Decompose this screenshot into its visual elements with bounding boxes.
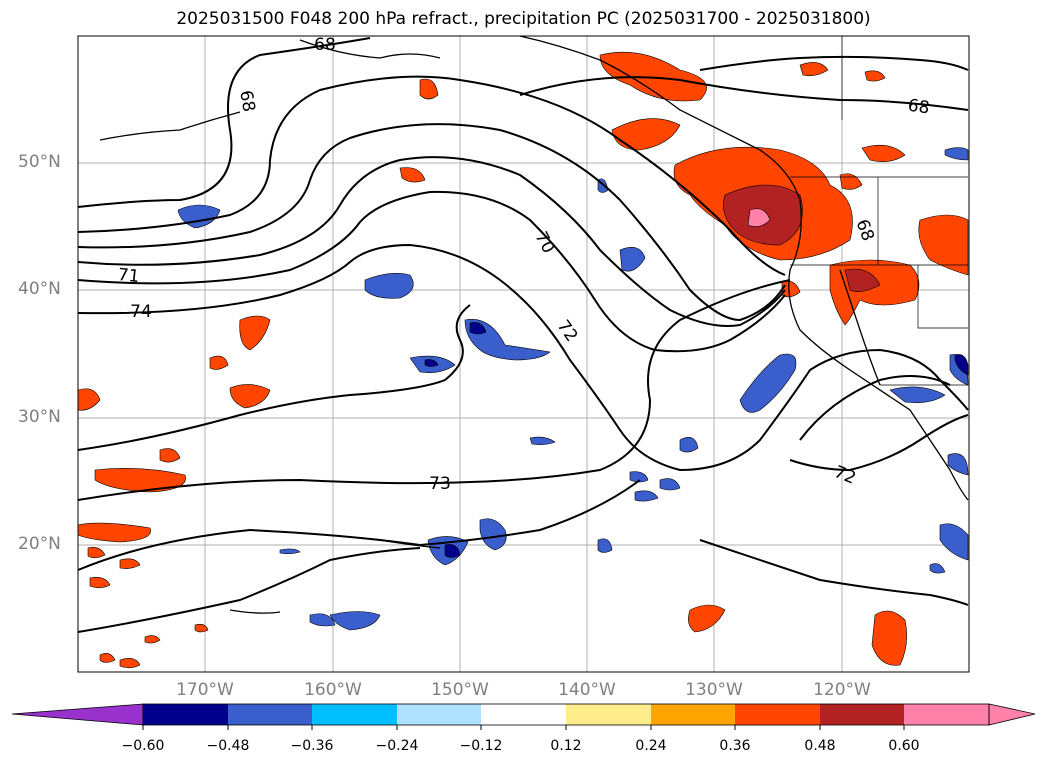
plot-frame	[77, 35, 970, 673]
precip-positive	[77, 51, 969, 669]
lat-label-20n: 20°N	[18, 534, 61, 554]
lat-label-50n: 50°N	[18, 152, 61, 172]
contour-label: 71	[117, 265, 141, 287]
colorbar-tick-label: 0.48	[804, 738, 836, 754]
borders	[790, 36, 968, 386]
colorbar-segment	[312, 704, 397, 725]
colorbar-tick-label: −0.24	[375, 738, 419, 754]
contour-label: 74	[130, 302, 152, 322]
colorbar-segment	[566, 704, 651, 725]
colorbar-segment	[651, 704, 735, 725]
colorbar-extend-high	[988, 703, 1036, 726]
colorbar-tick-label: 0.36	[719, 738, 751, 754]
colorbar-tick-label: 0.60	[888, 738, 920, 754]
colorbar-segment	[397, 704, 481, 725]
contours	[77, 37, 969, 633]
contour-label: 68	[235, 89, 258, 114]
contour-label: 68	[314, 35, 336, 55]
colorbar-tick-label: 0.12	[550, 738, 582, 754]
lat-label-30n: 30°N	[18, 407, 61, 427]
colorbar-tick-label: −0.48	[206, 738, 250, 754]
colorbar-segment	[143, 704, 228, 725]
lon-label-160w: 160°W	[304, 680, 362, 700]
lon-label-140w: 140°W	[558, 680, 616, 700]
lon-label-130w: 130°W	[685, 680, 743, 700]
lon-label-120w: 120°W	[813, 680, 871, 700]
colorbar-tick-label: −0.36	[290, 738, 334, 754]
colorbar-tick-label: −0.12	[459, 738, 503, 754]
colorbar-segment	[481, 704, 566, 725]
colorbar-tick-label: 0.24	[635, 738, 667, 754]
contour-label: 68	[907, 96, 931, 119]
lon-label-150w: 150°W	[431, 680, 489, 700]
colorbar-segment	[735, 704, 820, 725]
colorbar	[11, 703, 1036, 730]
colorbar-segment	[228, 704, 312, 725]
colorbar-segment	[820, 704, 904, 725]
colorbar-segment	[904, 704, 989, 725]
lat-label-40n: 40°N	[18, 279, 61, 299]
precip-negative	[177, 147, 969, 631]
colorbar-extend-low	[11, 703, 144, 726]
gridlines	[78, 36, 969, 672]
map-title: 2025031500 F048 200 hPa refract., precip…	[176, 9, 871, 29]
colorbar-tick-label: −0.60	[121, 738, 165, 754]
contour-label: 73	[429, 474, 451, 494]
lon-label-170w: 170°W	[176, 680, 234, 700]
